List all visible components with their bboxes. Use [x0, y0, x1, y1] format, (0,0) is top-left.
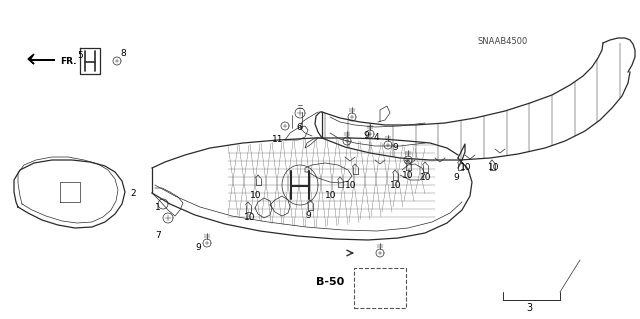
Text: 10: 10	[250, 190, 262, 199]
Text: B-50: B-50	[316, 277, 344, 287]
Polygon shape	[28, 54, 55, 64]
Text: 10: 10	[402, 170, 413, 180]
Text: 10: 10	[345, 181, 356, 189]
Text: 10: 10	[390, 181, 401, 189]
Text: 3: 3	[526, 303, 532, 313]
Text: 6: 6	[296, 122, 301, 131]
Text: 9: 9	[195, 243, 201, 253]
Text: 4: 4	[374, 132, 380, 142]
Text: 10: 10	[488, 164, 499, 173]
Text: 11: 11	[272, 136, 284, 145]
Text: 9: 9	[305, 211, 311, 219]
Text: 9: 9	[453, 174, 459, 182]
Text: FR.: FR.	[60, 57, 77, 66]
Text: 10: 10	[244, 213, 255, 222]
Text: 1: 1	[155, 204, 161, 212]
Bar	[354, 268, 406, 308]
Text: 10: 10	[325, 190, 337, 199]
Text: 8: 8	[120, 48, 125, 57]
Text: 10: 10	[420, 174, 431, 182]
Text: 9: 9	[363, 130, 369, 139]
Text: 5: 5	[77, 50, 83, 60]
Text: SNAAB4500: SNAAB4500	[478, 38, 528, 47]
Text: 2: 2	[130, 189, 136, 197]
Text: 9: 9	[392, 144, 397, 152]
Text: 7: 7	[155, 231, 161, 240]
Text: 10: 10	[460, 164, 472, 173]
